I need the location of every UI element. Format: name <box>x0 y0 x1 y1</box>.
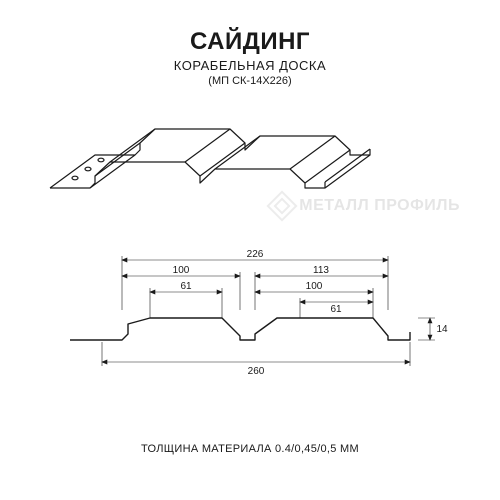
profile-3d-diagram <box>40 110 460 205</box>
dim-14: 14 <box>436 324 448 335</box>
watermark-text: МЕТАЛЛ ПРОФИЛЬ <box>299 197 460 215</box>
watermark-logo-icon <box>267 190 298 221</box>
main-title: САЙДИНГ <box>0 28 500 56</box>
dim-61b: 61 <box>330 304 342 315</box>
model-code: (МП СК-14Х226) <box>0 75 500 87</box>
profile-2d-diagram: 226 100 113 61 100 61 14 260 <box>40 250 460 390</box>
watermark: МЕТАЛЛ ПРОФИЛЬ <box>271 195 460 217</box>
dim-113: 113 <box>313 265 329 276</box>
dim-100b: 100 <box>306 281 323 292</box>
dim-226: 226 <box>247 250 264 260</box>
dim-260: 260 <box>248 366 265 377</box>
dim-100a: 100 <box>173 265 190 276</box>
title-block: САЙДИНГ КОРАБЕЛЬНАЯ ДОСКА (МП СК-14Х226) <box>0 0 500 87</box>
subtitle: КОРАБЕЛЬНАЯ ДОСКА <box>0 58 500 73</box>
dim-61a: 61 <box>180 281 192 292</box>
material-thickness-label: ТОЛЩИНА МАТЕРИАЛА 0.4/0,45/0,5 ММ <box>0 443 500 455</box>
